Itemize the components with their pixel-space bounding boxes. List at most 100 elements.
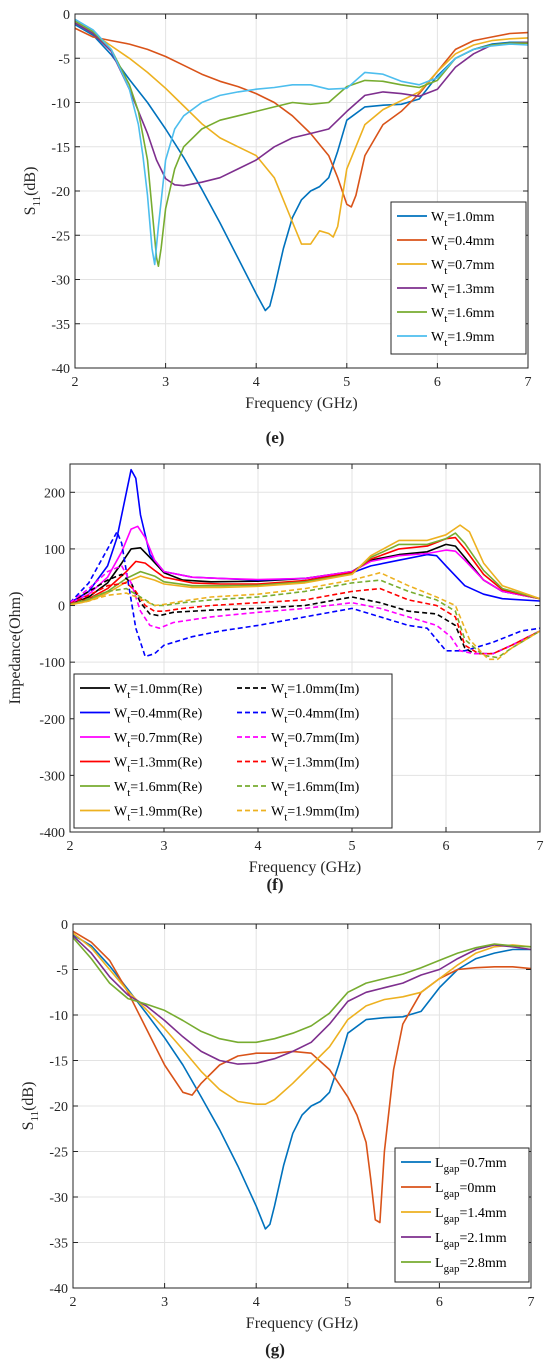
x-axis-label: Frequency (GHz) xyxy=(245,395,357,412)
legend-label: Wt=1.0mm(Im) xyxy=(271,682,360,701)
y-tick-label: -30 xyxy=(49,1191,68,1206)
legend: Wt=1.0mm Wt=0.4mm Wt=0.7mm Wt=1.3mm Wt=1.6mm… xyxy=(390,201,527,355)
legend-label: Wt=0.4mm xyxy=(431,234,495,253)
chart-panel-f: 2 3 4 5 6 7 200 100 0 -100 -200 -300 -400 Frequency (… xyxy=(0,452,550,894)
legend-label: Wt=1.9mm(Re) xyxy=(114,805,203,824)
legend-label: Lgap=0mm xyxy=(435,1181,496,1200)
series-line-wt-1.9mm-re- xyxy=(70,524,540,606)
x-tick-label: 3 xyxy=(161,1295,168,1310)
x-tick-label: 4 xyxy=(255,839,262,854)
legend-label: Wt=0.4mm(Re) xyxy=(114,707,203,726)
y-axis-label-group: S11(dB) xyxy=(22,167,43,216)
series-line-wt-0.4mm-im- xyxy=(70,531,540,658)
series-line-wt-1.3mm-re- xyxy=(70,536,540,606)
series-group xyxy=(73,930,531,1230)
caption-e: (e) xyxy=(265,428,285,447)
series-line-wt-1.6mm-im- xyxy=(70,579,540,659)
series-line-wt-1.0mm xyxy=(75,23,528,312)
series-line-wt-1.0mm-im- xyxy=(70,573,540,655)
series-line-lgap-2.1mm xyxy=(73,935,531,1065)
series-line-wt-0.7mm-re- xyxy=(70,525,540,605)
x-tick-label: 5 xyxy=(343,375,350,390)
legend-label: Wt=0.7mm(Im) xyxy=(271,731,360,750)
series-line-wt-1.3mm-im- xyxy=(70,582,540,655)
y-axis-label: Impedance(Ohm) xyxy=(7,592,24,705)
x-tick-label: 2 xyxy=(67,839,74,854)
x-tick-label: 3 xyxy=(162,375,169,390)
series-line-wt-1.6mm xyxy=(75,20,528,267)
caption-g: (g) xyxy=(265,1340,285,1359)
s11-chart-g: 2 3 4 5 6 7 0 -5 -10 -15 -20 -25 -30 -35 -40 Frequency … xyxy=(20,918,535,1332)
x-tick-label: 5 xyxy=(344,1295,351,1310)
legend-label: Wt=0.7mm xyxy=(431,258,495,277)
legend-label: Wt=0.7mm(Re) xyxy=(114,731,203,750)
legend-label: Wt=1.9mm(Im) xyxy=(271,805,360,824)
series-line-lgap-0.7mm xyxy=(73,934,531,1230)
legend-label: Wt=1.6mm(Re) xyxy=(114,780,203,799)
x-tick-label: 4 xyxy=(253,1295,260,1310)
y-tick-label: -400 xyxy=(39,826,65,841)
legend: Wt=1.0mm(Re) Wt=0.4mm(Re) Wt=0.7mm(Re) Wt=1… xyxy=(73,673,393,829)
y-tick-label: -30 xyxy=(51,274,70,289)
legend-box xyxy=(394,1147,530,1283)
legend-label: Lgap=2.1mm xyxy=(435,1231,507,1250)
y-tick-label: -5 xyxy=(56,964,68,979)
chart-panel-e: 2 3 4 5 6 7 0 -5 -10 -15 -20 -25 -30 -35 -40 Frequency … xyxy=(0,0,550,450)
y-tick-label: -200 xyxy=(39,713,65,728)
y-tick-label: -10 xyxy=(51,97,70,112)
series-line-lgap-2.8mm xyxy=(73,937,531,1044)
x-tick-label: 6 xyxy=(436,1295,443,1310)
x-tick-label: 7 xyxy=(525,375,532,390)
y-tick-label: 100 xyxy=(44,543,65,558)
series-group xyxy=(70,468,540,661)
y-tick-label: 0 xyxy=(63,8,70,23)
legend-label: Wt=1.0mm(Re) xyxy=(114,682,203,701)
y-tick-label: -35 xyxy=(49,1237,68,1252)
legend-label: Lgap=2.8mm xyxy=(435,1256,507,1275)
y-tick-label: -35 xyxy=(51,318,70,333)
x-tick-label: 2 xyxy=(70,1295,77,1310)
y-tick-label: 0 xyxy=(58,600,65,615)
chart-panel-g: 2 3 4 5 6 7 0 -5 -10 -15 -20 -25 -30 -35 -40 Frequency … xyxy=(0,910,550,1372)
legend-label: Wt=1.6mm(Im) xyxy=(271,780,360,799)
y-tick-label: -25 xyxy=(51,229,70,244)
y-tick-label: -5 xyxy=(58,52,70,67)
legend-label: Wt=1.3mm(Im) xyxy=(271,756,360,775)
y-tick-label: -40 xyxy=(51,362,70,377)
x-axis-label: Frequency (GHz) xyxy=(249,859,361,876)
impedance-chart-f: 2 3 4 5 6 7 200 100 0 -100 -200 -300 -400 Frequency (… xyxy=(7,463,544,876)
legend-box xyxy=(73,673,393,829)
series-line-wt-0.7mm-im- xyxy=(70,565,540,655)
legend-label: Wt=1.6mm xyxy=(431,306,495,325)
legend-label: Lgap=0.7mm xyxy=(435,1156,507,1175)
x-tick-label: 5 xyxy=(349,839,356,854)
legend-label: Wt=1.9mm xyxy=(431,330,495,349)
x-tick-label: 7 xyxy=(537,839,544,854)
x-tick-label: 4 xyxy=(253,375,260,390)
series-line-wt-1.9mm-im- xyxy=(70,571,540,661)
axes-box xyxy=(69,463,541,833)
legend-box xyxy=(390,201,527,355)
series-line-wt-1.9mm xyxy=(75,18,528,266)
legend-label: Wt=1.0mm xyxy=(431,210,495,229)
y-tick-label: 200 xyxy=(44,486,65,501)
series-line-wt-1.6mm-re- xyxy=(70,532,540,606)
y-tick-label: -25 xyxy=(49,1146,68,1161)
x-tick-label: 7 xyxy=(528,1295,535,1310)
x-tick-label: 3 xyxy=(161,839,168,854)
x-tick-label: 2 xyxy=(72,375,79,390)
x-tick-label: 6 xyxy=(434,375,441,390)
series-group xyxy=(75,18,528,312)
series-line-wt-1.3mm xyxy=(75,22,528,187)
y-axis-label-group: S11(dB) xyxy=(20,1082,41,1131)
legend: Lgap=0.7mm Lgap=0mm Lgap=1.4mm Lgap=2.1mm Lg… xyxy=(394,1147,530,1283)
y-tick-label: -15 xyxy=(51,141,70,156)
y-tick-label: -100 xyxy=(39,656,65,671)
legend-label: Wt=1.3mm xyxy=(431,282,495,301)
y-tick-label: 0 xyxy=(61,918,68,933)
y-tick-label: -20 xyxy=(51,185,70,200)
x-tick-label: 6 xyxy=(443,839,450,854)
y-tick-label: -40 xyxy=(49,1282,68,1297)
y-axis-label-group: Impedance(Ohm) xyxy=(7,592,24,705)
legend-label: Lgap=1.4mm xyxy=(435,1206,507,1225)
